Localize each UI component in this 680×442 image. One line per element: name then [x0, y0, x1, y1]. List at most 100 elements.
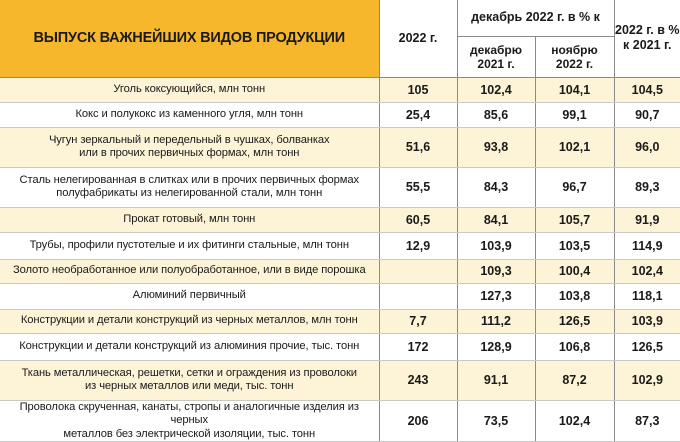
- row-value-2022-vs-2021: 87,3: [614, 400, 680, 442]
- row-value-2022: 12,9: [379, 232, 458, 260]
- row-product-name-line1: Алюминий первичный: [132, 289, 246, 302]
- row-value-dec-vs-dec-2021: 128,9: [457, 333, 536, 361]
- row-product-name: Алюминий первичный: [0, 283, 380, 310]
- row-value-2022: 55,5: [379, 167, 458, 208]
- row-value-dec-vs-nov-2022: 105,7: [535, 207, 615, 233]
- row-value-2022-vs-2021: 104,5: [614, 77, 680, 103]
- table-row: Золото необработанное или полуобработанн…: [0, 259, 680, 284]
- row-value-2022-vs-2021: 103,9: [614, 309, 680, 334]
- row-product-name-line1: Кокс и полукокс из каменного угля, млн т…: [75, 107, 304, 120]
- row-value-2022: 172: [379, 333, 458, 361]
- row-value-dec-vs-dec-2021: 127,3: [457, 283, 536, 310]
- row-value-dec-vs-dec-2021: 102,4: [457, 77, 536, 103]
- row-product-name: Прокат готовый, млн тонн: [0, 207, 380, 233]
- row-value-dec-vs-nov-2022: 104,1: [535, 77, 615, 103]
- row-product-name-line1: Конструкции и детали конструкций из алюм…: [19, 339, 360, 352]
- row-value-2022-vs-2021: 89,3: [614, 167, 680, 208]
- table-row: Кокс и полукокс из каменного угля, млн т…: [0, 102, 680, 128]
- col-header-2022-vs-2021-line2: к 2021 г.: [623, 38, 672, 53]
- row-value-2022-vs-2021: 126,5: [614, 333, 680, 361]
- col-header-nov-2022-line2: 2022 г.: [555, 56, 594, 71]
- row-value-dec-vs-nov-2022: 103,5: [535, 232, 615, 260]
- row-value-dec-vs-nov-2022: 87,2: [535, 360, 615, 401]
- row-product-name-line2: или в прочих первичных формах, млн тонн: [79, 147, 300, 159]
- col-header-dec-2021-line1: декабрю: [470, 42, 522, 57]
- row-value-dec-vs-dec-2021: 93,8: [457, 127, 536, 168]
- row-value-2022-vs-2021: 91,9: [614, 207, 680, 233]
- table-row: Сталь нелегированная в слитках или в про…: [0, 167, 680, 208]
- table-row: Чугун зеркальный и передельный в чушках,…: [0, 127, 680, 168]
- row-value-2022-vs-2021: 90,7: [614, 102, 680, 128]
- row-value-dec-vs-nov-2022: 100,4: [535, 259, 615, 284]
- row-value-dec-vs-nov-2022: 99,1: [535, 102, 615, 128]
- row-value-dec-vs-dec-2021: 91,1: [457, 360, 536, 401]
- row-value-2022: 206: [379, 400, 458, 442]
- row-value-dec-vs-dec-2021: 84,3: [457, 167, 536, 208]
- row-product-name: Сталь нелегированная в слитках или в про…: [0, 167, 380, 208]
- row-product-name: Уголь коксующийся, млн тонн: [0, 77, 380, 103]
- row-value-2022: [379, 283, 458, 310]
- row-product-name: Проволока скрученная, канаты, стропы и а…: [0, 400, 380, 442]
- row-value-2022-vs-2021: 118,1: [614, 283, 680, 310]
- row-product-name: Конструкции и детали конструкций из черн…: [0, 309, 380, 334]
- row-value-dec-vs-dec-2021: 84,1: [457, 207, 536, 233]
- row-product-name-line1: Уголь коксующийся, млн тонн: [113, 82, 266, 95]
- row-value-dec-vs-dec-2021: 103,9: [457, 232, 536, 260]
- row-product-name-line1: Сталь нелегированная в слитках или в про…: [19, 173, 360, 186]
- row-product-name: Ткань металлическая, решетки, сетки и ог…: [0, 360, 380, 401]
- row-value-dec-vs-dec-2021: 111,2: [457, 309, 536, 334]
- row-product-name-line1: Чугун зеркальный и передельный в чушках,…: [48, 133, 330, 146]
- col-header-dec-2021: декабрю 2021 г.: [457, 36, 536, 78]
- row-value-dec-vs-nov-2022: 96,7: [535, 167, 615, 208]
- col-header-dec-group: декабрь 2022 г. в % к: [457, 0, 615, 37]
- col-header-nov-2022-line1: ноябрю: [551, 42, 598, 57]
- table-row: Прокат готовый, млн тонн 60,5 84,1 105,7 91,…: [0, 207, 680, 233]
- row-product-name-line1: Конструкции и детали конструкций из черн…: [20, 314, 358, 327]
- table-title: ВЫПУСК ВАЖНЕЙШИХ ВИДОВ ПРОДУКЦИИ: [0, 0, 380, 78]
- row-value-2022: [379, 259, 458, 284]
- row-value-2022-vs-2021: 102,4: [614, 259, 680, 284]
- row-value-2022: 51,6: [379, 127, 458, 168]
- row-value-2022: 7,7: [379, 309, 458, 334]
- col-header-2022: 2022 г.: [379, 0, 458, 78]
- row-product-name: Кокс и полукокс из каменного угля, млн т…: [0, 102, 380, 128]
- row-product-name-line2: полуфабрикаты из нелегированной стали, м…: [56, 187, 323, 199]
- table-row: Проволока скрученная, канаты, стропы и а…: [0, 400, 680, 442]
- row-value-dec-vs-nov-2022: 102,4: [535, 400, 615, 442]
- row-value-2022-vs-2021: 114,9: [614, 232, 680, 260]
- table-row: Ткань металлическая, решетки, сетки и ог…: [0, 360, 680, 401]
- row-value-dec-vs-nov-2022: 106,8: [535, 333, 615, 361]
- row-value-dec-vs-nov-2022: 126,5: [535, 309, 615, 334]
- row-value-dec-vs-dec-2021: 109,3: [457, 259, 536, 284]
- row-value-dec-vs-nov-2022: 103,8: [535, 283, 615, 310]
- table-row: Уголь коксующийся, млн тонн 105 102,4 104,1…: [0, 77, 680, 103]
- table-row: Конструкции и детали конструкций из черн…: [0, 309, 680, 334]
- row-value-2022-vs-2021: 102,9: [614, 360, 680, 401]
- table-body: Уголь коксующийся, млн тонн 105 102,4 104,1…: [0, 77, 680, 442]
- col-header-2022-vs-2021-line1: 2022 г. в %: [615, 23, 680, 38]
- col-header-2022-vs-2021: 2022 г. в % к 2021 г.: [614, 0, 680, 78]
- row-value-dec-vs-nov-2022: 102,1: [535, 127, 615, 168]
- row-product-name-line1: Ткань металлическая, решетки, сетки и ог…: [21, 366, 357, 379]
- row-value-2022: 243: [379, 360, 458, 401]
- row-product-name: Чугун зеркальный и передельный в чушках,…: [0, 127, 380, 168]
- table-row: Алюминий первичный 127,3 103,8 118,1: [0, 283, 680, 310]
- table-row: Трубы, профили пустотелые и их фитинги с…: [0, 232, 680, 260]
- row-product-name-line1: Золото необработанное или полуобработанн…: [12, 264, 366, 277]
- row-value-dec-vs-dec-2021: 85,6: [457, 102, 536, 128]
- row-product-name: Конструкции и детали конструкций из алюм…: [0, 333, 380, 361]
- row-product-name-line2: металлов без электрической изоляции, тыс…: [63, 427, 316, 440]
- row-value-2022: 25,4: [379, 102, 458, 128]
- col-header-dec-2021-line2: 2021 г.: [477, 56, 515, 71]
- row-value-2022: 105: [379, 77, 458, 103]
- row-product-name: Трубы, профили пустотелые и их фитинги с…: [0, 232, 380, 260]
- col-header-nov-2022: ноябрю 2022 г.: [535, 36, 615, 78]
- row-value-2022: 60,5: [379, 207, 458, 233]
- row-product-name: Золото необработанное или полуобработанн…: [0, 259, 380, 284]
- row-product-name-line1: Прокат готовый, млн тонн: [123, 212, 256, 225]
- row-product-name-line1: Проволока скрученная, канаты, стропы и а…: [19, 400, 359, 427]
- row-product-name-line2: из черных металлов или меди, тыс. тонн: [85, 380, 294, 392]
- row-value-dec-vs-dec-2021: 73,5: [457, 400, 536, 442]
